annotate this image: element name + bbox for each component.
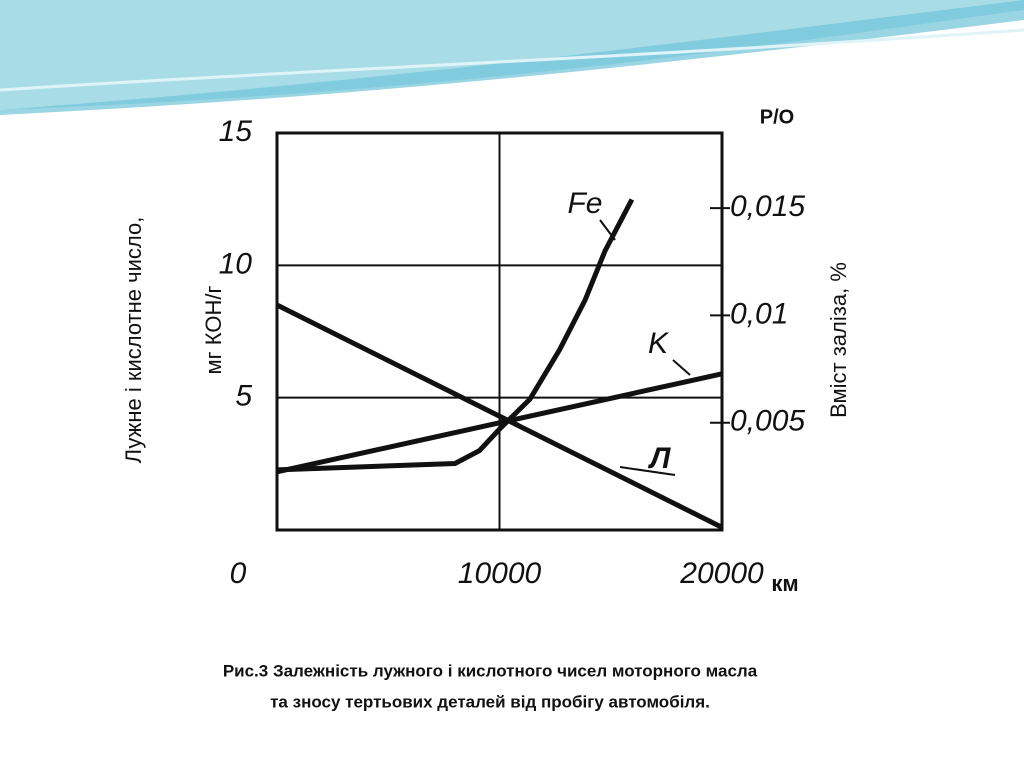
series-label: Fe: [567, 187, 602, 220]
leader-line: [619, 466, 676, 476]
y2-unit: Р/О: [760, 106, 794, 128]
y2-tick-label: 0,015: [730, 190, 805, 223]
y-tick-label: 15: [219, 115, 253, 148]
x-unit: км: [771, 571, 798, 596]
wave: [0, 0, 1024, 115]
y2-tick-label: 0,01: [730, 297, 788, 330]
x-tick-label: 10000: [458, 557, 542, 590]
line-series: [276, 198, 635, 473]
series-label: Л: [648, 442, 672, 475]
leader-line: [672, 359, 691, 376]
series-label: K: [648, 327, 670, 360]
wave: [0, 0, 1024, 110]
y2-tick-label: 0,005: [730, 405, 805, 438]
y-axis-label: Лужне і кислотне число,: [121, 217, 146, 464]
wave: [0, 28, 1024, 92]
x-tick-label: 20000: [679, 557, 764, 590]
x-tick-label: 0: [230, 557, 247, 590]
y2-axis-label: Вміст заліза, %: [826, 262, 851, 418]
line-series: [276, 371, 723, 475]
y-tick-label: 10: [219, 247, 253, 280]
y-tick-label: 5: [235, 380, 252, 413]
caption: Рис.3 Залежність лужного і кислотного чи…: [223, 661, 758, 680]
y-axis-label: мг КОН/г: [201, 286, 226, 375]
caption: та зносу тертьових деталей від пробігу а…: [270, 692, 710, 711]
leader-line: [599, 219, 616, 241]
line-series: [275, 302, 724, 530]
